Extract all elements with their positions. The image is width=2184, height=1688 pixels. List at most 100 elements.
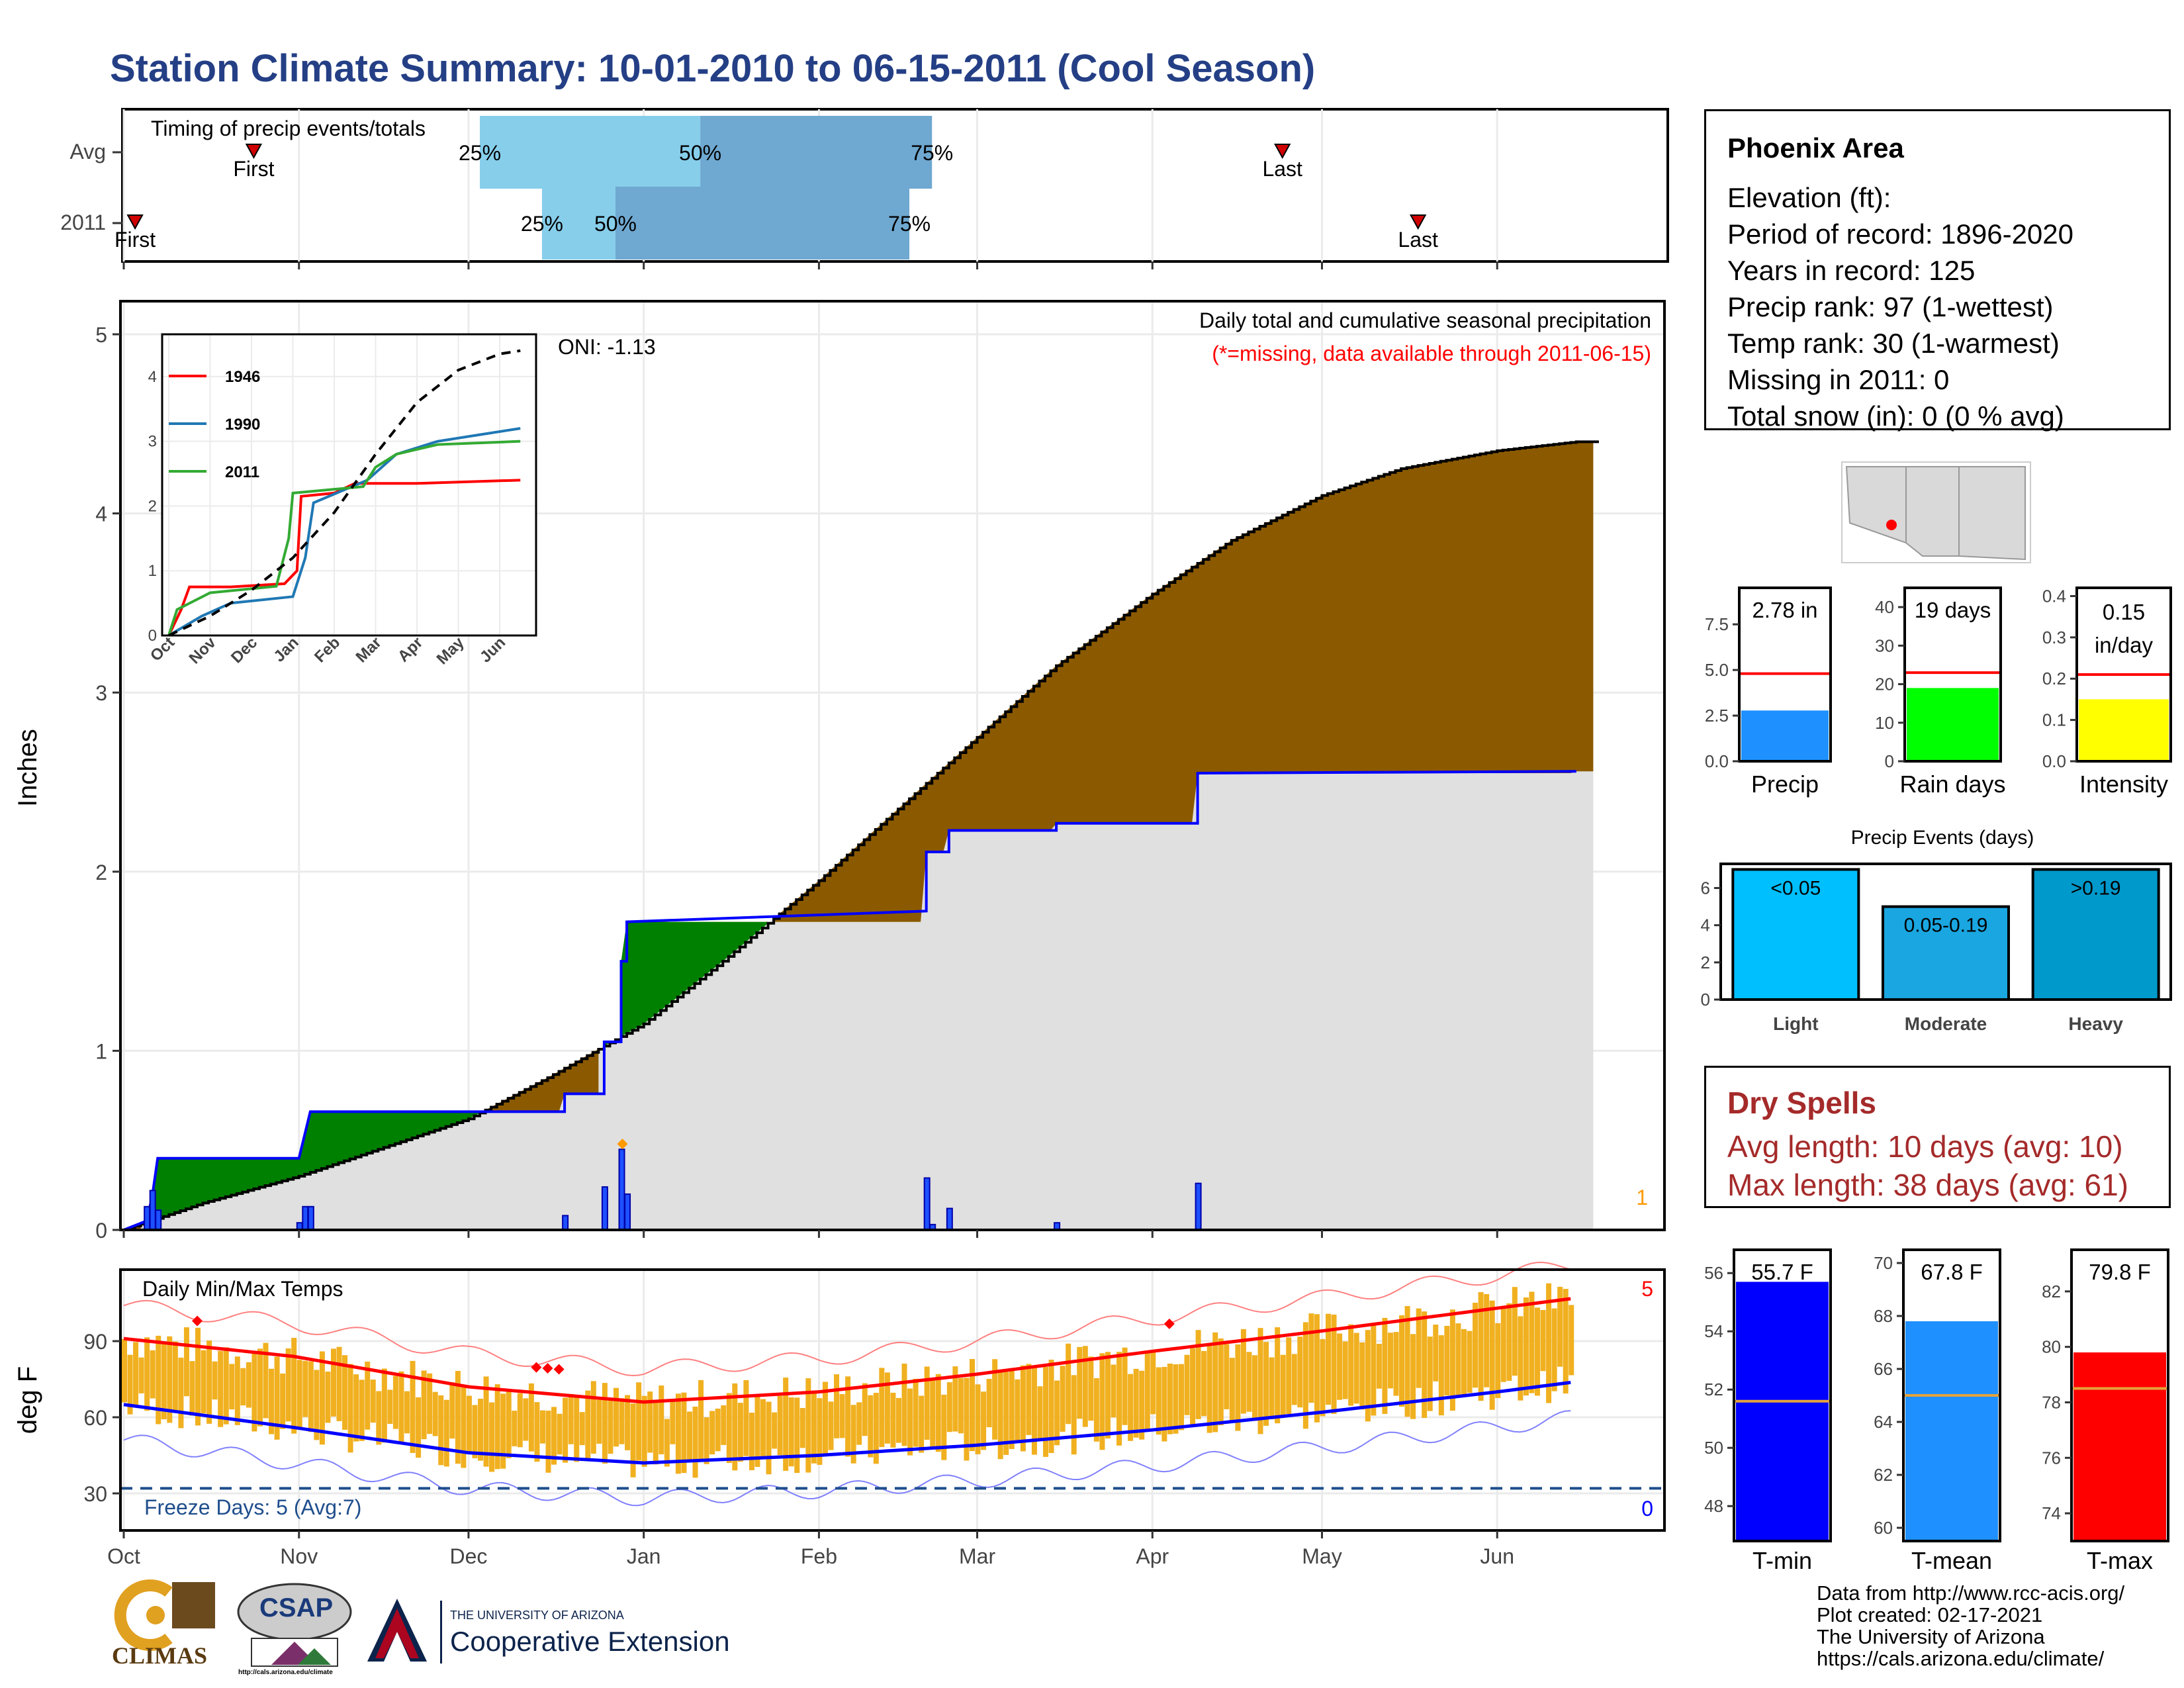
timing-bar-q50-q75 xyxy=(615,187,910,259)
temp-summary-bar xyxy=(2073,1352,2166,1540)
daily-temp-bar xyxy=(432,1391,438,1436)
daily-temp-bar xyxy=(873,1393,879,1464)
timing-marker-label-last: Last xyxy=(1262,157,1302,181)
daily-temp-bar xyxy=(862,1383,868,1436)
daily-temp-bar xyxy=(1167,1363,1173,1434)
daily-temp-bar xyxy=(1252,1355,1257,1421)
daily-temp-bar xyxy=(392,1376,398,1429)
dry-spells-avg: Avg length: 10 days (avg: 10) xyxy=(1727,1129,2123,1164)
daily-temp-bar xyxy=(1015,1379,1021,1441)
daily-temp-bar xyxy=(946,1382,952,1432)
temp-summary-ytick-label: 80 xyxy=(2042,1337,2061,1357)
temp-summary-ytick-label: 52 xyxy=(1704,1380,1723,1399)
daily-temp-bar xyxy=(659,1385,664,1454)
station-elevation: Elevation (ft): xyxy=(1727,182,1891,213)
daily-temp-bar xyxy=(523,1398,529,1441)
temp-ytick-label: 30 xyxy=(83,1482,107,1506)
station-precip-rank: Precip rank: 97 (1-wettest) xyxy=(1727,291,2054,322)
current-cumulative-line xyxy=(123,770,1576,1231)
above-normal-area xyxy=(621,921,768,1037)
daily-temp-bar xyxy=(472,1405,478,1458)
state-map-arizona xyxy=(1905,466,1960,557)
daily-temp-bar xyxy=(1353,1333,1359,1404)
daily-temp-bar xyxy=(234,1356,240,1425)
daily-temp-bar xyxy=(285,1348,291,1422)
daily-temp-bar xyxy=(1048,1360,1054,1454)
precip-summary-name-label: Precip xyxy=(1751,771,1819,798)
inset-legend-label: 2011 xyxy=(225,463,259,481)
daily-temp-bar xyxy=(1286,1337,1292,1415)
daily-temp-bar xyxy=(483,1376,489,1467)
daily-temp-bar xyxy=(1173,1364,1179,1434)
daily-temp-bar xyxy=(359,1380,365,1441)
daily-temp-bar xyxy=(1235,1344,1241,1431)
daily-temp-bar xyxy=(890,1392,896,1448)
daily-temp-bar xyxy=(625,1395,631,1450)
daily-temp-bar xyxy=(941,1394,947,1460)
daily-temp-bar xyxy=(783,1378,789,1471)
daily-precip-bar xyxy=(144,1205,151,1231)
page-title: Station Climate Summary: 10-01-2010 to 0… xyxy=(110,47,1316,90)
daily-precip-bar xyxy=(302,1205,309,1231)
temp-summary-ytick-label: 70 xyxy=(1874,1253,1893,1273)
daily-temp-bar xyxy=(630,1403,636,1477)
inset-series-line xyxy=(167,479,521,636)
daily-temp-bar xyxy=(172,1341,178,1412)
daily-temp-bar xyxy=(314,1370,320,1440)
daily-temp-bar xyxy=(1190,1348,1196,1426)
precip-events-ytick-label: 4 xyxy=(1701,915,1710,935)
station-location-dot xyxy=(1886,520,1897,530)
daily-temp-bar xyxy=(1461,1329,1467,1396)
temp-summary-panel-border xyxy=(1733,1248,1832,1542)
daily-temp-bar xyxy=(347,1364,353,1453)
precip-summary-ytick-label: 5.0 xyxy=(1705,660,1729,680)
daily-temp-bar xyxy=(1484,1293,1490,1387)
climas-logo: CLIMAS xyxy=(109,1579,218,1671)
daily-temp-bar xyxy=(850,1405,856,1464)
footer-created: Plot created: 02-17-2021 xyxy=(1817,1603,2043,1626)
record-high-line xyxy=(123,1262,1571,1377)
daily-temp-bar xyxy=(1009,1370,1015,1449)
precip-summary-ytick-label: 40 xyxy=(1875,597,1894,617)
daily-temp-bar xyxy=(1082,1346,1088,1427)
precip-events-bar xyxy=(1882,905,2010,1001)
temp-xtick-label: Dec xyxy=(449,1544,487,1568)
temp-summary-panel-border xyxy=(2070,1248,2169,1542)
daily-temp-bar xyxy=(1529,1291,1535,1393)
daily-temp-bar xyxy=(1404,1306,1410,1417)
daily-temp-bar xyxy=(455,1370,461,1464)
daily-temp-bar xyxy=(1506,1303,1512,1381)
csap-logo-url: http://cals.arizona.edu/climate xyxy=(238,1669,333,1676)
daily-temp-bar xyxy=(1246,1352,1252,1412)
temp-summary-panel-border xyxy=(1902,1248,2001,1542)
precip-events-title: Precip Events (days) xyxy=(1851,827,2034,849)
daily-temp-bar xyxy=(868,1395,874,1458)
daily-temp-bar xyxy=(1071,1375,1077,1455)
temp-ytick-label: 60 xyxy=(83,1406,107,1430)
temp-summary-value-label: 67.8 F xyxy=(1921,1260,1983,1284)
daily-temp-bar xyxy=(681,1392,687,1474)
daily-temp-bar xyxy=(766,1401,772,1475)
precip-summary-bar xyxy=(1741,710,1829,760)
daily-temp-bar xyxy=(1320,1338,1326,1417)
daily-temp-bar xyxy=(1449,1309,1455,1411)
daily-temp-bar xyxy=(251,1353,257,1432)
daily-temp-bar xyxy=(964,1378,970,1461)
daily-temp-bar xyxy=(952,1366,958,1432)
daily-temp-bar xyxy=(1269,1357,1275,1420)
precip-summary-ytick-label: 20 xyxy=(1875,675,1894,694)
temp-xtick-label: May xyxy=(1302,1544,1342,1568)
daily-temp-bar xyxy=(1297,1336,1303,1408)
temp-summary-ytick-label: 64 xyxy=(1874,1412,1893,1432)
daily-temp-bar xyxy=(907,1388,913,1456)
daily-temp-bar xyxy=(161,1342,167,1420)
daily-temp-bar xyxy=(296,1360,302,1429)
timing-marker-last xyxy=(1409,214,1427,230)
daily-temp-bar xyxy=(1150,1350,1156,1415)
inset-series-line xyxy=(167,440,521,636)
temp-xtick-label: Feb xyxy=(801,1544,837,1568)
precip-events-bar xyxy=(2031,868,2160,1002)
daily-temp-bar xyxy=(834,1374,840,1438)
max-precip-marker xyxy=(617,1139,628,1150)
daily-temp-bar xyxy=(1257,1328,1263,1434)
